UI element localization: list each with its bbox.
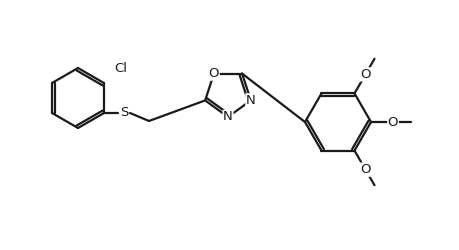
Text: O: O — [359, 163, 370, 176]
Text: O: O — [208, 67, 218, 80]
Text: S: S — [119, 106, 128, 120]
Text: N: N — [223, 110, 232, 124]
Text: O: O — [387, 116, 397, 128]
Text: Cl: Cl — [114, 62, 127, 75]
Text: O: O — [359, 68, 370, 81]
Text: N: N — [246, 94, 255, 107]
